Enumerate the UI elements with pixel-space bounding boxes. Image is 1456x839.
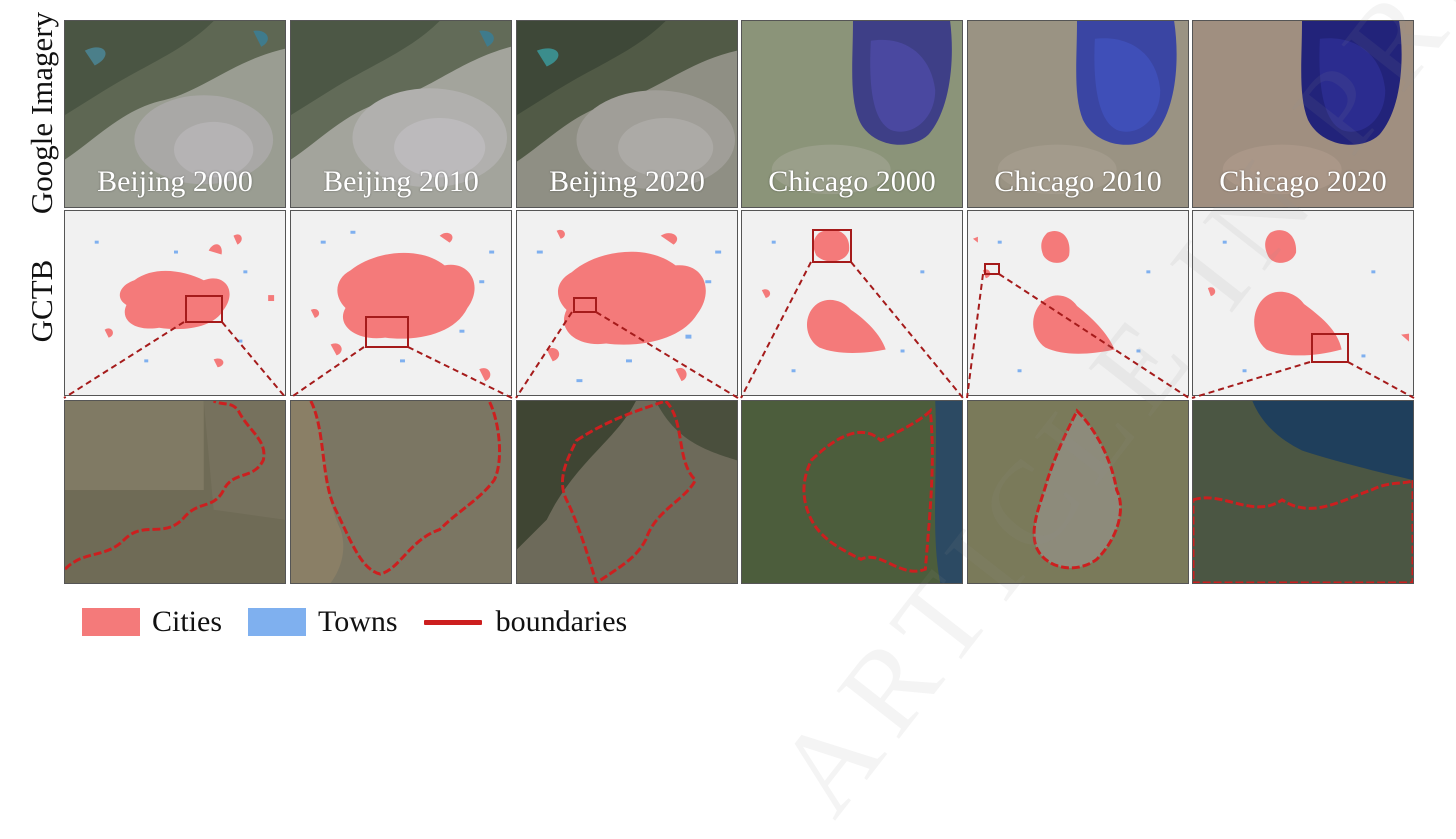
legend-item-cities: Cities bbox=[82, 605, 222, 639]
legend: Cities Towns boundaries bbox=[82, 602, 653, 642]
zoom-panel-beijing-2020 bbox=[516, 400, 738, 584]
zoom-box bbox=[812, 229, 852, 263]
panel-label: Beijing 2000 bbox=[97, 165, 253, 198]
satellite-image bbox=[517, 21, 737, 207]
row-label-google-imagery: Google Imagery bbox=[24, 11, 59, 215]
panel-label: Chicago 2010 bbox=[994, 165, 1162, 198]
zoomed-satellite-image bbox=[742, 401, 962, 583]
imagery-panel-chicago-2020: Chicago 2020 bbox=[1192, 20, 1414, 208]
zoom-box bbox=[365, 316, 409, 348]
imagery-panel-beijing-2020: Beijing 2020 bbox=[516, 20, 738, 208]
satellite-image bbox=[65, 21, 285, 207]
gctb-map-beijing-2000 bbox=[64, 210, 286, 396]
imagery-panel-beijing-2000: Beijing 2000 bbox=[64, 20, 286, 208]
gctb-map-beijing-2010 bbox=[290, 210, 512, 396]
zoomed-satellite-image bbox=[517, 401, 737, 583]
classification-map bbox=[94, 234, 275, 368]
legend-label-cities: Cities bbox=[152, 605, 223, 638]
satellite-image bbox=[291, 21, 511, 207]
zoom-panel-beijing-2000 bbox=[64, 400, 286, 584]
legend-item-boundaries: boundaries bbox=[423, 605, 628, 639]
zoom-box bbox=[984, 263, 1000, 275]
classification-map bbox=[1207, 230, 1410, 373]
row-label-gctb: GCTB bbox=[24, 259, 59, 343]
boundaries-line-swatch bbox=[423, 619, 482, 625]
zoom-box bbox=[1311, 333, 1349, 363]
imagery-panel-chicago-2000: Chicago 2000 bbox=[741, 20, 963, 208]
legend-label-towns: Towns bbox=[318, 605, 398, 638]
zoomed-satellite-image bbox=[291, 401, 511, 583]
gctb-map-beijing-2020 bbox=[516, 210, 738, 396]
panel-label: Beijing 2010 bbox=[323, 165, 479, 198]
classification-map bbox=[761, 229, 925, 373]
zoom-panel-chicago-2010 bbox=[967, 400, 1189, 584]
satellite-image bbox=[742, 21, 962, 207]
zoomed-satellite-image bbox=[968, 401, 1188, 583]
panel-label: Chicago 2020 bbox=[1219, 165, 1387, 198]
satellite-image bbox=[968, 21, 1188, 207]
legend-item-towns: Towns bbox=[248, 605, 398, 639]
panel-label: Beijing 2020 bbox=[549, 165, 705, 198]
zoom-box bbox=[573, 297, 597, 313]
zoom-panel-beijing-2010 bbox=[290, 400, 512, 584]
zoomed-satellite-image bbox=[65, 401, 285, 583]
zoom-panel-chicago-2020 bbox=[1192, 400, 1414, 584]
zoom-box bbox=[185, 295, 223, 323]
classification-map bbox=[536, 229, 722, 383]
towns-swatch bbox=[248, 608, 307, 636]
satellite-image bbox=[1193, 21, 1413, 207]
legend-label-boundaries: boundaries bbox=[495, 605, 628, 638]
imagery-panel-chicago-2010: Chicago 2010 bbox=[967, 20, 1189, 208]
cities-swatch bbox=[82, 608, 140, 636]
panel-label: Chicago 2000 bbox=[768, 165, 936, 198]
gctb-map-chicago-2000 bbox=[741, 210, 963, 396]
zoomed-satellite-image bbox=[1193, 401, 1413, 583]
zoom-panel-chicago-2000 bbox=[741, 400, 963, 584]
classification-map bbox=[310, 230, 495, 382]
imagery-panel-beijing-2010: Beijing 2010 bbox=[290, 20, 512, 208]
